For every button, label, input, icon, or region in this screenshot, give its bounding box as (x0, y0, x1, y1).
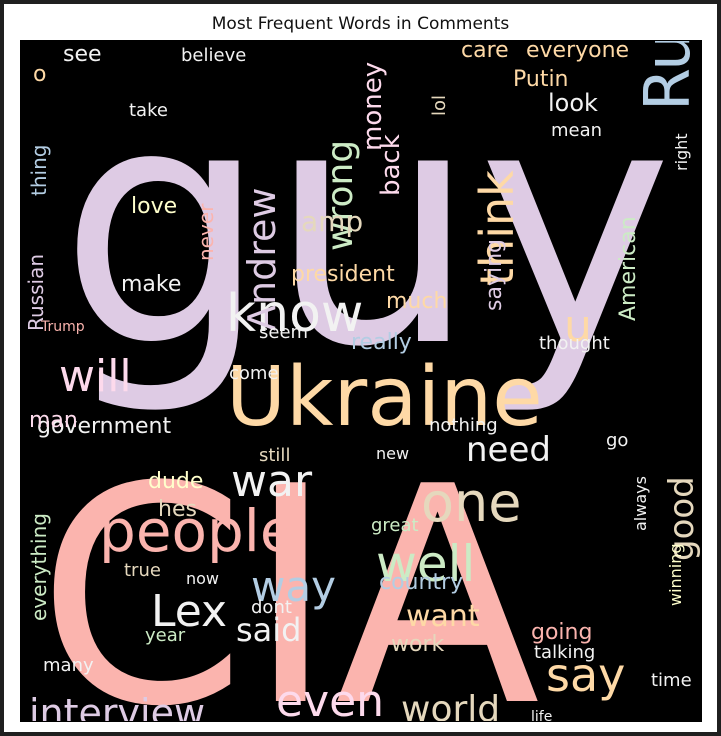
word-amp: amp (301, 205, 363, 238)
word-government: government (37, 414, 171, 439)
word-always: always (631, 476, 650, 531)
word-people: people (99, 497, 296, 565)
word-see: see (63, 42, 102, 67)
word-lol: lol (429, 95, 450, 116)
word-good: good (662, 476, 701, 561)
word-cia: CIA (37, 423, 541, 721)
word-money: money (358, 62, 388, 151)
word-u: u (564, 301, 592, 352)
word-seem: seem (259, 322, 308, 343)
word-well: well (376, 535, 475, 593)
word-want: want (406, 599, 480, 634)
word-thought: thought (539, 333, 610, 354)
word-everyone: everyone (526, 41, 629, 63)
word-even: even (276, 676, 384, 721)
word-dont: dont (251, 597, 292, 618)
word-o: o (33, 62, 46, 87)
word-great: great (371, 515, 419, 536)
word-lex: Lex (151, 586, 227, 637)
word-say: say (546, 648, 625, 702)
word-back: back (376, 134, 406, 196)
word-love: love (131, 194, 177, 219)
word-trump: Trump (40, 319, 85, 335)
word-thing: thing (27, 145, 51, 196)
word-american: American (616, 216, 641, 321)
word-going: going (531, 620, 592, 645)
word-one: one (421, 471, 522, 534)
word-new: new (376, 444, 409, 463)
word-wrong: wrong (320, 140, 361, 251)
word-true: true (124, 560, 161, 581)
chart-title: Most Frequent Words in Comments (211, 14, 510, 34)
word-country: country (379, 570, 463, 595)
word-dude: dude (148, 469, 203, 494)
word-guy: guy (59, 41, 673, 419)
word-need: need (466, 430, 551, 470)
word-war: war (231, 456, 313, 507)
word-now: now (186, 569, 219, 588)
word-russia: Russia (631, 41, 701, 111)
word-ukraine: Ukraine (226, 350, 543, 445)
word-many: many (43, 655, 94, 676)
word-year: year (145, 625, 186, 646)
word-make: make (121, 272, 181, 297)
word-take: take (129, 100, 168, 121)
word-winning: winning (666, 543, 685, 606)
word-know: know (226, 284, 363, 344)
word-said: said (236, 611, 301, 649)
word-russian: Russian (24, 254, 48, 331)
word-andrew: Andrew (240, 188, 284, 331)
word-saying: saying (482, 239, 507, 311)
word-time: time (651, 670, 692, 691)
word-believe: believe (181, 45, 246, 66)
word-really: really (351, 330, 412, 355)
word-never: never (194, 203, 218, 261)
word-way: way (251, 562, 336, 611)
word-nothing: nothing (429, 415, 498, 436)
word-care: care (461, 41, 509, 63)
word-still: still (259, 445, 290, 466)
word-much: much (386, 289, 447, 314)
word-hes: hes (158, 497, 197, 522)
word-interview: interview (29, 691, 205, 721)
word-come: come (229, 363, 279, 384)
word-putin: Putin (513, 67, 569, 92)
word-mean: mean (551, 120, 602, 141)
word-president: president (291, 262, 395, 287)
word-everything: everything (27, 513, 51, 621)
word-will: will (59, 351, 132, 402)
word-man: man (29, 408, 78, 433)
word-talking: talking (534, 642, 595, 663)
word-work: work (391, 632, 444, 657)
word-go: go (606, 430, 628, 451)
word-world: world (401, 689, 500, 721)
word-look: look (548, 89, 598, 117)
word-right: right (672, 133, 691, 171)
word-think: think (470, 170, 524, 286)
word-life: life (531, 709, 552, 721)
